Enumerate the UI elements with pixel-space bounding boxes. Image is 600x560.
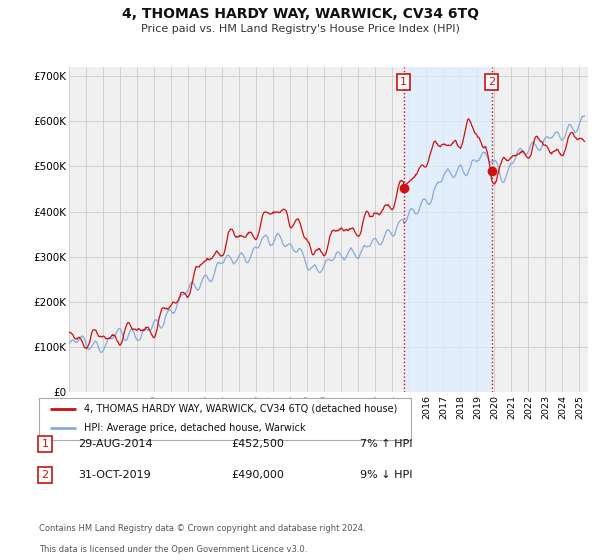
- Text: 2: 2: [41, 470, 49, 480]
- Text: 4, THOMAS HARDY WAY, WARWICK, CV34 6TQ (detached house): 4, THOMAS HARDY WAY, WARWICK, CV34 6TQ (…: [83, 404, 397, 414]
- Text: £452,500: £452,500: [231, 439, 284, 449]
- Text: 1: 1: [400, 77, 407, 87]
- Text: This data is licensed under the Open Government Licence v3.0.: This data is licensed under the Open Gov…: [39, 545, 307, 554]
- Bar: [404, 67, 491, 392]
- Text: £490,000: £490,000: [231, 470, 284, 480]
- Text: 2: 2: [488, 77, 495, 87]
- Text: Price paid vs. HM Land Registry's House Price Index (HPI): Price paid vs. HM Land Registry's House …: [140, 24, 460, 34]
- Text: 9% ↓ HPI: 9% ↓ HPI: [360, 470, 413, 480]
- Text: 29-AUG-2014: 29-AUG-2014: [78, 439, 152, 449]
- Text: HPI: Average price, detached house, Warwick: HPI: Average price, detached house, Warw…: [83, 423, 305, 433]
- Text: Contains HM Land Registry data © Crown copyright and database right 2024.: Contains HM Land Registry data © Crown c…: [39, 524, 365, 533]
- Text: 31-OCT-2019: 31-OCT-2019: [78, 470, 151, 480]
- Text: 1: 1: [41, 439, 49, 449]
- Text: 7% ↑ HPI: 7% ↑ HPI: [360, 439, 413, 449]
- Text: 4, THOMAS HARDY WAY, WARWICK, CV34 6TQ: 4, THOMAS HARDY WAY, WARWICK, CV34 6TQ: [121, 7, 479, 21]
